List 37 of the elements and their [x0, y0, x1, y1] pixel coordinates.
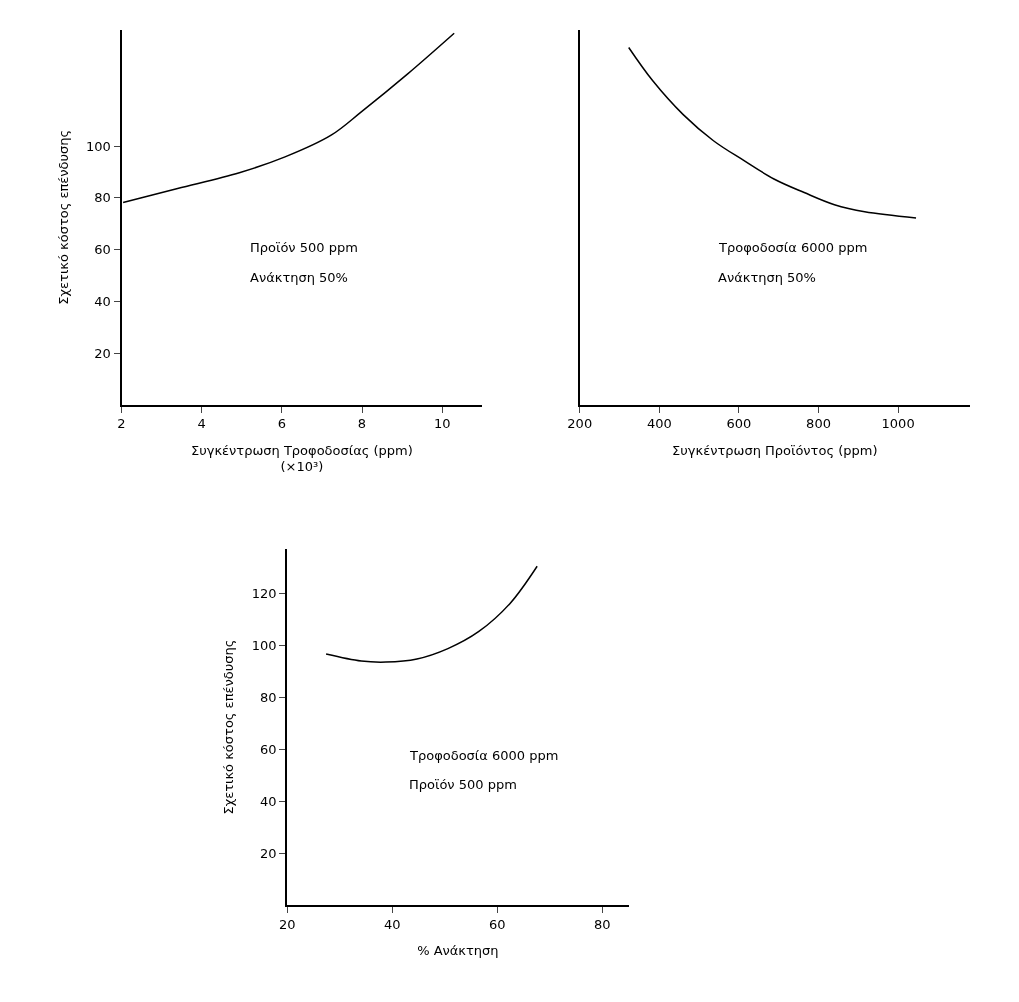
x-tick-label: 600 [726, 416, 752, 432]
y-tick-label: 60 [260, 741, 277, 757]
annotation: Τροφοδοσία 6000 ppm [409, 748, 559, 763]
x-tick-label: 80 [593, 916, 611, 932]
y-tick-label: 20 [260, 845, 277, 861]
annotation: Τροφοδοσία 6000 ppm [718, 240, 868, 255]
line-series [325, 565, 538, 663]
x-tick-label: 40 [383, 916, 401, 932]
x-tick-label: 2 [117, 416, 126, 432]
x-tick-label: 800 [806, 416, 831, 432]
annotation: Προϊόν 500 ppm [409, 777, 517, 792]
y-tick-label: 80 [260, 689, 277, 705]
x-tick-label: 4 [197, 416, 206, 432]
y-tick-label: 60 [94, 242, 111, 258]
x-tick-label: 200 [567, 416, 593, 432]
y-tick-label: 40 [94, 293, 111, 309]
annotation: Ανάκτηση 50% [250, 270, 348, 285]
x-tick-label: 400 [646, 416, 672, 432]
y-tick-label: 100 [86, 138, 111, 154]
x-tick-label: 60 [488, 916, 506, 932]
y-tick-label: 40 [260, 793, 277, 809]
y-tick-label: 80 [94, 190, 111, 206]
y-axis-title: Σχετικό κόστος επένδυσης [55, 129, 71, 305]
x-tick-label: 1000 [881, 416, 915, 432]
x-axis-title: Συγκέντρωση Προϊόντος (ppm) [672, 442, 878, 458]
y-tick-label: 100 [251, 637, 277, 653]
y-axis-title: Σχετικό κόστος επένδυσης [221, 639, 237, 815]
y-tick-label: 120 [251, 585, 277, 601]
y-tick-label: 20 [94, 345, 111, 361]
x-axis-title: % Ανάκτηση [417, 942, 499, 958]
annotation: Προϊόν 500 ppm [250, 240, 358, 255]
annotation: Ανάκτηση 50% [718, 270, 816, 285]
x-axis-title: Συγκέντρωση Τροφοδοσίας (ppm) (×10³) [190, 442, 413, 475]
x-tick-label: 8 [357, 416, 367, 432]
x-tick-label: 6 [277, 416, 286, 432]
x-tick-label: 10 [433, 416, 451, 432]
x-tick-label: 20 [278, 916, 296, 932]
